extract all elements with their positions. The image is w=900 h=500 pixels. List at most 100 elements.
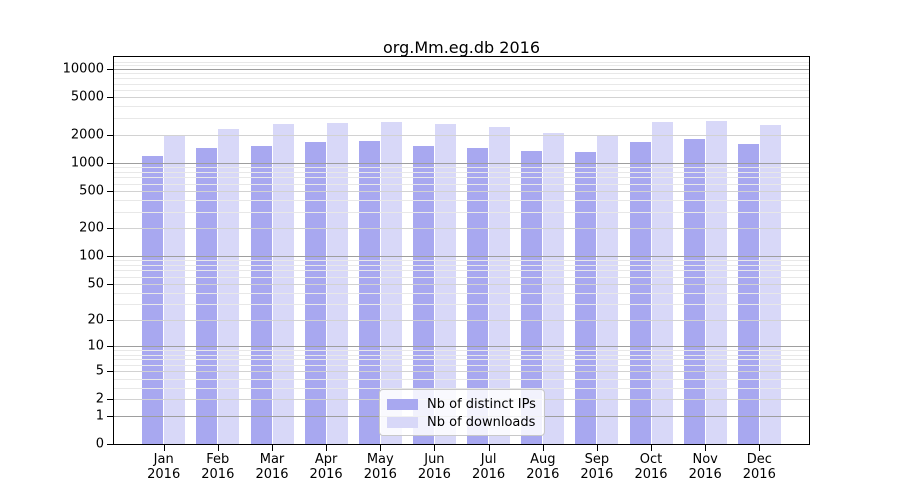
x-tick-label: Jun 2016	[399, 452, 469, 482]
x-tick-label-line: Jan	[153, 452, 174, 467]
y-tick	[107, 371, 114, 372]
x-tick	[434, 445, 435, 451]
legend: Nb of distinct IPs Nb of downloads	[379, 389, 545, 436]
y-tick-label: 10000	[62, 61, 104, 77]
y-tick	[107, 399, 114, 400]
y-tick-label: 0	[95, 436, 104, 452]
grid-line	[114, 69, 809, 70]
x-tick-label-line: 2016	[688, 467, 722, 482]
x-tick	[489, 445, 490, 451]
grid-line	[114, 276, 809, 278]
y-tick-label: 50	[87, 276, 104, 292]
y-tick-label: 2	[95, 391, 104, 407]
bar-downloads	[380, 122, 402, 444]
x-tick-label-line: 2016	[634, 467, 668, 482]
legend-item-distinct-ips: Nb of distinct IPs	[387, 397, 536, 412]
grid-line	[114, 359, 809, 361]
y-tick-label: 5000	[70, 89, 104, 105]
grid-line	[114, 364, 809, 366]
bar-downloads	[705, 120, 727, 444]
grid-line	[114, 260, 809, 262]
bar-downloads	[164, 136, 186, 444]
x-tick-label-line: 2016	[201, 467, 235, 482]
x-tick	[597, 445, 598, 451]
y-tick	[107, 97, 114, 98]
grid-line	[114, 97, 809, 99]
x-tick-label-line: 2016	[417, 467, 451, 482]
grid-line	[114, 304, 809, 306]
x-tick-label-line: 2016	[742, 467, 776, 482]
grid-line	[114, 190, 809, 192]
y-tick-label: 20	[87, 312, 104, 328]
y-tick-label: 1	[95, 408, 104, 424]
x-tick-label-line: 2016	[363, 467, 397, 482]
grid-line	[114, 211, 809, 213]
x-tick-label-line: 2016	[255, 467, 289, 482]
x-tick-label: Dec 2016	[724, 452, 794, 482]
bar-distinct-ips	[412, 145, 434, 444]
grid-line	[114, 387, 809, 389]
grid-line	[114, 292, 809, 294]
x-tick-label: May 2016	[345, 452, 415, 482]
chart-title: org.Mm.eg.db 2016	[382, 38, 540, 57]
grid-line	[114, 83, 809, 85]
grid-line	[114, 73, 809, 75]
y-tick-label: 1000	[70, 155, 104, 171]
bar-downloads	[326, 123, 348, 444]
x-tick	[218, 445, 219, 451]
x-tick-label: Oct 2016	[616, 452, 686, 482]
bar-downloads	[651, 121, 673, 444]
x-tick-label: Apr 2016	[291, 452, 361, 482]
grid-line	[114, 78, 809, 80]
x-tick	[543, 445, 544, 451]
bar-downloads	[543, 133, 565, 444]
grid-line	[114, 283, 809, 285]
x-tick-label-line: Jun	[424, 452, 445, 467]
bar-distinct-ips	[142, 156, 164, 444]
x-tick-label-line: Feb	[206, 452, 230, 467]
grid-line	[114, 118, 809, 119]
x-tick-label: Sep 2016	[562, 452, 632, 482]
grid-line	[114, 162, 809, 164]
grid-line	[114, 378, 809, 380]
grid-line	[114, 228, 809, 230]
grid-line	[114, 171, 809, 173]
x-tick-label-line: 2016	[309, 467, 343, 482]
x-tick-label: Feb 2016	[183, 452, 253, 482]
x-tick-label-line: 2016	[472, 467, 506, 482]
y-tick	[107, 416, 114, 417]
x-tick	[164, 445, 165, 451]
bar-distinct-ips	[196, 148, 218, 444]
x-tick-label-line: 2016	[526, 467, 560, 482]
x-tick-label-line: Sep	[584, 452, 610, 467]
y-tick	[107, 444, 114, 445]
y-tick	[107, 320, 114, 321]
x-tick	[705, 445, 706, 451]
plot-area	[113, 56, 810, 445]
y-tick	[107, 69, 114, 70]
legend-label-downloads: Nb of downloads	[427, 414, 536, 430]
grid-line	[114, 265, 809, 267]
x-tick-label: Jul 2016	[454, 452, 524, 482]
grid-line	[114, 167, 809, 168]
y-tick	[107, 284, 114, 285]
grid-line	[114, 256, 809, 258]
grid-line	[114, 134, 809, 136]
x-tick-label: Jan 2016	[129, 452, 199, 482]
y-tick-label: 10	[87, 338, 104, 354]
bar-distinct-ips	[358, 140, 380, 444]
legend-swatch-downloads	[387, 416, 418, 428]
grid-line	[114, 200, 809, 201]
y-tick-label: 2000	[70, 127, 104, 142]
x-tick	[380, 445, 381, 451]
y-tick	[107, 228, 114, 229]
x-tick-label-line: Nov	[692, 452, 718, 467]
x-tick-label-line: Dec	[746, 452, 772, 467]
y-tick-label: 500	[79, 183, 104, 199]
x-tick-label-line: Apr	[314, 452, 338, 467]
x-tick	[759, 445, 760, 451]
bar-distinct-ips	[467, 148, 489, 444]
bar-downloads	[597, 135, 619, 444]
grid-line	[114, 371, 809, 372]
